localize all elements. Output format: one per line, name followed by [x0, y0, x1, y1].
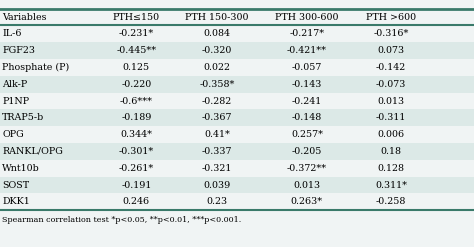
Text: -0.311: -0.311 — [376, 113, 406, 122]
Text: -0.301*: -0.301* — [118, 147, 154, 156]
Text: 0.084: 0.084 — [203, 29, 230, 38]
Text: -0.258: -0.258 — [376, 197, 406, 206]
Text: 0.039: 0.039 — [203, 181, 230, 190]
Text: 0.006: 0.006 — [377, 130, 405, 139]
Text: -0.231*: -0.231* — [118, 29, 154, 38]
Text: RANKL/OPG: RANKL/OPG — [2, 147, 63, 156]
Text: -0.191: -0.191 — [121, 181, 152, 190]
Text: -0.321: -0.321 — [201, 164, 232, 173]
Text: -0.142: -0.142 — [376, 63, 406, 72]
Text: -0.358*: -0.358* — [199, 80, 235, 89]
Bar — [0, 177, 474, 193]
Text: 0.263*: 0.263* — [291, 197, 323, 206]
Text: DKK1: DKK1 — [2, 197, 30, 206]
Text: PTH≤150: PTH≤150 — [113, 13, 160, 21]
Text: -0.316*: -0.316* — [374, 29, 409, 38]
Bar — [0, 143, 474, 160]
Text: -0.6***: -0.6*** — [120, 97, 153, 105]
Text: 0.246: 0.246 — [123, 197, 150, 206]
Text: 0.257*: 0.257* — [291, 130, 323, 139]
Bar — [0, 42, 474, 59]
Text: 0.311*: 0.311* — [375, 181, 407, 190]
Text: TRAP5-b: TRAP5-b — [2, 113, 45, 122]
Text: PTH >600: PTH >600 — [366, 13, 416, 21]
Text: P1NP: P1NP — [2, 97, 29, 105]
Text: -0.445**: -0.445** — [116, 46, 156, 55]
Text: -0.282: -0.282 — [202, 97, 232, 105]
Text: 0.128: 0.128 — [378, 164, 404, 173]
Text: -0.143: -0.143 — [292, 80, 322, 89]
Text: -0.241: -0.241 — [292, 97, 322, 105]
Text: Wnt10b: Wnt10b — [2, 164, 40, 173]
Text: -0.148: -0.148 — [292, 113, 322, 122]
Text: -0.261*: -0.261* — [118, 164, 154, 173]
Text: 0.125: 0.125 — [123, 63, 150, 72]
Text: -0.320: -0.320 — [201, 46, 232, 55]
Text: 0.18: 0.18 — [381, 147, 401, 156]
Text: 0.013: 0.013 — [293, 181, 320, 190]
Text: 0.344*: 0.344* — [120, 130, 152, 139]
Text: SOST: SOST — [2, 181, 29, 190]
Text: -0.337: -0.337 — [201, 147, 232, 156]
Text: 0.41*: 0.41* — [204, 130, 230, 139]
Text: 0.022: 0.022 — [203, 63, 230, 72]
Text: -0.421**: -0.421** — [287, 46, 327, 55]
Text: -0.220: -0.220 — [121, 80, 151, 89]
Text: OPG: OPG — [2, 130, 24, 139]
Text: -0.372**: -0.372** — [287, 164, 327, 173]
Text: Spearman correlation test *p<0.05, **p<0.01, ***p<0.001.: Spearman correlation test *p<0.05, **p<0… — [2, 216, 242, 225]
Text: 0.23: 0.23 — [206, 197, 228, 206]
Text: -0.073: -0.073 — [376, 80, 406, 89]
Text: PTH 300-600: PTH 300-600 — [275, 13, 338, 21]
Text: -0.057: -0.057 — [292, 63, 322, 72]
Text: 0.013: 0.013 — [377, 97, 405, 105]
Text: -0.205: -0.205 — [292, 147, 322, 156]
Text: -0.189: -0.189 — [121, 113, 152, 122]
Text: Variables: Variables — [2, 13, 47, 21]
Bar — [0, 109, 474, 126]
Text: Phosphate (P): Phosphate (P) — [2, 63, 70, 72]
Text: FGF23: FGF23 — [2, 46, 36, 55]
Text: Alk-P: Alk-P — [2, 80, 27, 89]
Bar — [0, 76, 474, 93]
Text: 0.073: 0.073 — [377, 46, 405, 55]
Text: IL-6: IL-6 — [2, 29, 22, 38]
Text: -0.367: -0.367 — [201, 113, 232, 122]
Text: -0.217*: -0.217* — [289, 29, 325, 38]
Text: PTH 150-300: PTH 150-300 — [185, 13, 248, 21]
